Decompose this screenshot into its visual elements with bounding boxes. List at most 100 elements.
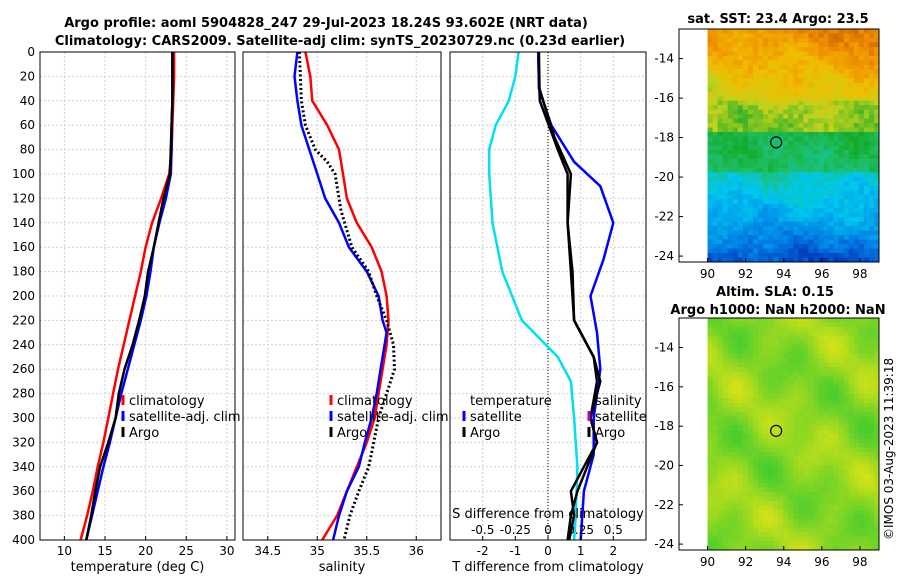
x-tick-label: 30 — [219, 544, 234, 558]
map-cell — [732, 203, 739, 209]
map-cell — [848, 73, 855, 79]
map-cell — [768, 96, 774, 102]
map-cell — [798, 203, 804, 209]
map-cell — [848, 492, 855, 497]
map-cell — [793, 226, 799, 232]
map-cell — [873, 509, 880, 515]
map-cell — [803, 389, 809, 395]
map-cell — [808, 51, 814, 57]
map-cell — [717, 398, 724, 404]
map-cell — [798, 527, 804, 533]
map-cell — [838, 389, 845, 395]
map-cell — [742, 230, 749, 236]
map-cell — [783, 96, 789, 102]
map-cell — [848, 181, 855, 187]
map-cell — [873, 64, 880, 70]
map-cell — [712, 362, 719, 368]
map-cell — [848, 514, 855, 520]
map-cell — [798, 118, 804, 124]
map-cell — [873, 203, 880, 209]
map-cell — [763, 509, 769, 515]
map-cell — [737, 114, 744, 120]
map-cell — [742, 163, 749, 169]
map-cell — [853, 212, 860, 218]
map-cell — [833, 340, 840, 346]
map-cell — [778, 132, 784, 137]
map-cell — [808, 393, 814, 399]
map-cell — [833, 91, 840, 97]
map-cell — [707, 167, 714, 173]
map-cell — [707, 100, 714, 106]
map-cell — [763, 371, 769, 377]
map-cell — [737, 407, 744, 413]
map-cell — [853, 318, 860, 323]
map-cell — [727, 190, 734, 196]
map-cell — [757, 451, 764, 457]
map-cell — [843, 87, 850, 93]
map-cell — [853, 203, 860, 209]
map-cell — [768, 460, 774, 466]
map-cell — [788, 203, 794, 209]
map-cell — [727, 371, 734, 377]
map-cell — [813, 42, 819, 48]
map-cell — [808, 518, 814, 524]
map-cell — [757, 29, 764, 34]
map-cell — [833, 514, 840, 520]
legend-title-temperature: temperature — [470, 394, 552, 409]
map-cell — [863, 132, 870, 137]
map-cell — [742, 326, 749, 332]
map-cell — [863, 545, 870, 551]
map-cell — [722, 235, 729, 240]
map-cell — [783, 194, 789, 200]
map-cell — [833, 127, 840, 133]
map-cell — [752, 492, 759, 497]
map-cell — [727, 82, 734, 88]
map-cell — [813, 73, 819, 79]
map-cell — [727, 257, 734, 263]
map-cell — [712, 353, 719, 359]
map-cell — [823, 33, 829, 39]
map-cell — [737, 132, 744, 137]
map-cell — [873, 474, 880, 480]
map-cell — [788, 176, 794, 182]
map-cell — [838, 172, 845, 178]
map-cell — [828, 326, 835, 332]
map-cell — [752, 545, 759, 551]
map-cell — [773, 487, 779, 493]
map-cell — [813, 46, 819, 52]
map-cell — [737, 163, 744, 169]
map-cell — [873, 380, 880, 386]
map-cell — [778, 322, 784, 328]
map-cell — [848, 96, 855, 102]
map-cell — [863, 541, 870, 546]
map-cell — [707, 492, 714, 497]
map-cell — [833, 239, 840, 245]
map-frame — [678, 317, 880, 551]
map-cell — [868, 257, 875, 263]
map-cell — [783, 212, 789, 218]
map-cell — [752, 123, 759, 128]
map-x-tick-label: 98 — [852, 555, 867, 569]
map-cell — [838, 96, 845, 102]
map-cell — [808, 389, 814, 395]
map-cell — [737, 322, 744, 328]
map-cell — [798, 371, 804, 377]
map-cell — [858, 123, 865, 128]
map-cell — [717, 253, 724, 258]
map-cell — [823, 29, 829, 34]
map-cell — [833, 322, 840, 328]
map-cell — [808, 42, 814, 48]
map-cell — [763, 149, 769, 155]
map-cell — [737, 199, 744, 205]
map-cell — [848, 46, 855, 52]
map-cell — [768, 451, 774, 457]
map-cell — [737, 331, 744, 337]
map-cell — [823, 149, 829, 155]
map-cell — [793, 326, 799, 332]
map-cell — [863, 411, 870, 417]
map-cell — [737, 541, 744, 546]
map-cell — [747, 91, 754, 97]
map-cell — [788, 158, 794, 164]
map-cell — [868, 407, 875, 413]
map-cell — [813, 105, 819, 111]
